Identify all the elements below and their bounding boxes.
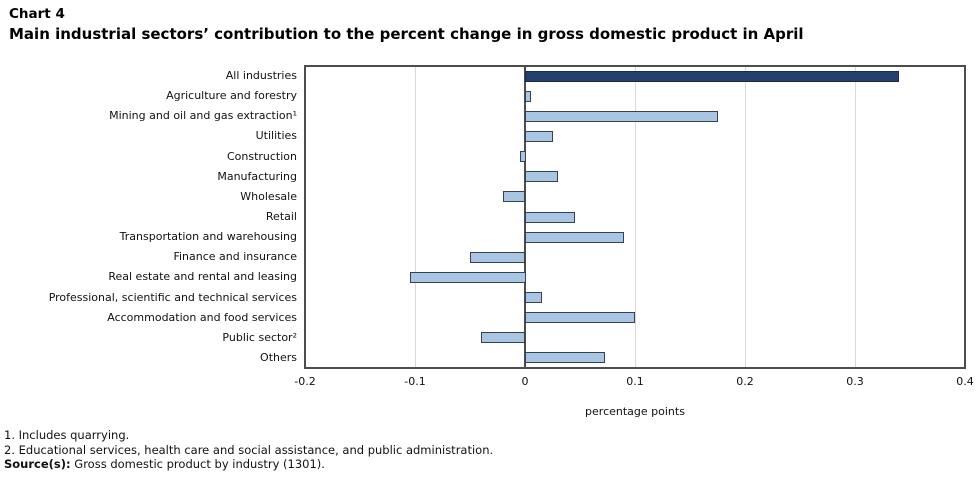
- bar: [525, 131, 553, 142]
- category-label: Construction: [226, 149, 297, 163]
- category-label: Finance and insurance: [173, 250, 297, 264]
- source-line: Source(s): Gross domestic product by ind…: [4, 457, 493, 472]
- chart-number: Chart 4: [9, 6, 65, 22]
- bar: [525, 91, 531, 102]
- category-label: Agriculture and forestry: [166, 89, 297, 103]
- bar: [525, 292, 542, 303]
- x-tick-label: 0.4: [956, 375, 974, 388]
- category-label: Public sector²: [222, 330, 297, 344]
- category-label: Utilities: [255, 129, 297, 143]
- x-tick-label: -0.1: [404, 375, 426, 388]
- bar: [520, 151, 526, 162]
- bar: [525, 312, 635, 323]
- bar: [525, 111, 718, 122]
- category-label: Mining and oil and gas extraction¹: [109, 109, 297, 123]
- x-tick-label: -0.2: [294, 375, 316, 388]
- x-axis-label: percentage points: [585, 405, 685, 418]
- source-text: Gross domestic product by industry (1301…: [74, 457, 325, 471]
- footnote-2: 2. Educational services, health care and…: [4, 442, 494, 457]
- category-label: Retail: [265, 210, 297, 223]
- chart-title: Main industrial sectors’ contribution to…: [9, 25, 804, 43]
- plot-box: [304, 65, 966, 369]
- x-tick-label: 0.2: [736, 375, 754, 388]
- category-label: Wholesale: [240, 189, 297, 203]
- bar: [525, 352, 605, 363]
- bar-highlight: [525, 71, 899, 82]
- category-label: Accommodation and food services: [107, 310, 297, 324]
- gridline: [415, 67, 416, 367]
- category-label: Professional, scientific and technical s…: [48, 290, 297, 304]
- category-label: Manufacturing: [217, 169, 297, 183]
- category-label: All industries: [225, 69, 297, 83]
- bar: [481, 332, 525, 343]
- source-label: Source(s):: [4, 457, 71, 471]
- bar: [525, 171, 558, 182]
- bar: [470, 252, 525, 263]
- x-tick-label: 0.3: [846, 375, 864, 388]
- bar: [525, 232, 624, 243]
- category-label: Real estate and rental and leasing: [108, 270, 297, 284]
- x-tick-label: 0.1: [626, 375, 644, 388]
- gridline: [635, 67, 636, 367]
- gridline: [745, 67, 746, 367]
- x-tick-label: 0: [521, 375, 529, 388]
- footnotes: 1. Includes quarrying. 2. Educational se…: [4, 428, 493, 472]
- gridline: [855, 67, 856, 367]
- bar: [410, 272, 526, 283]
- bar: [503, 191, 525, 202]
- footnote-1: 1. Includes quarrying.: [4, 428, 130, 442]
- category-label: Others: [260, 350, 297, 364]
- bar: [525, 212, 575, 223]
- category-label: Transportation and warehousing: [119, 230, 297, 244]
